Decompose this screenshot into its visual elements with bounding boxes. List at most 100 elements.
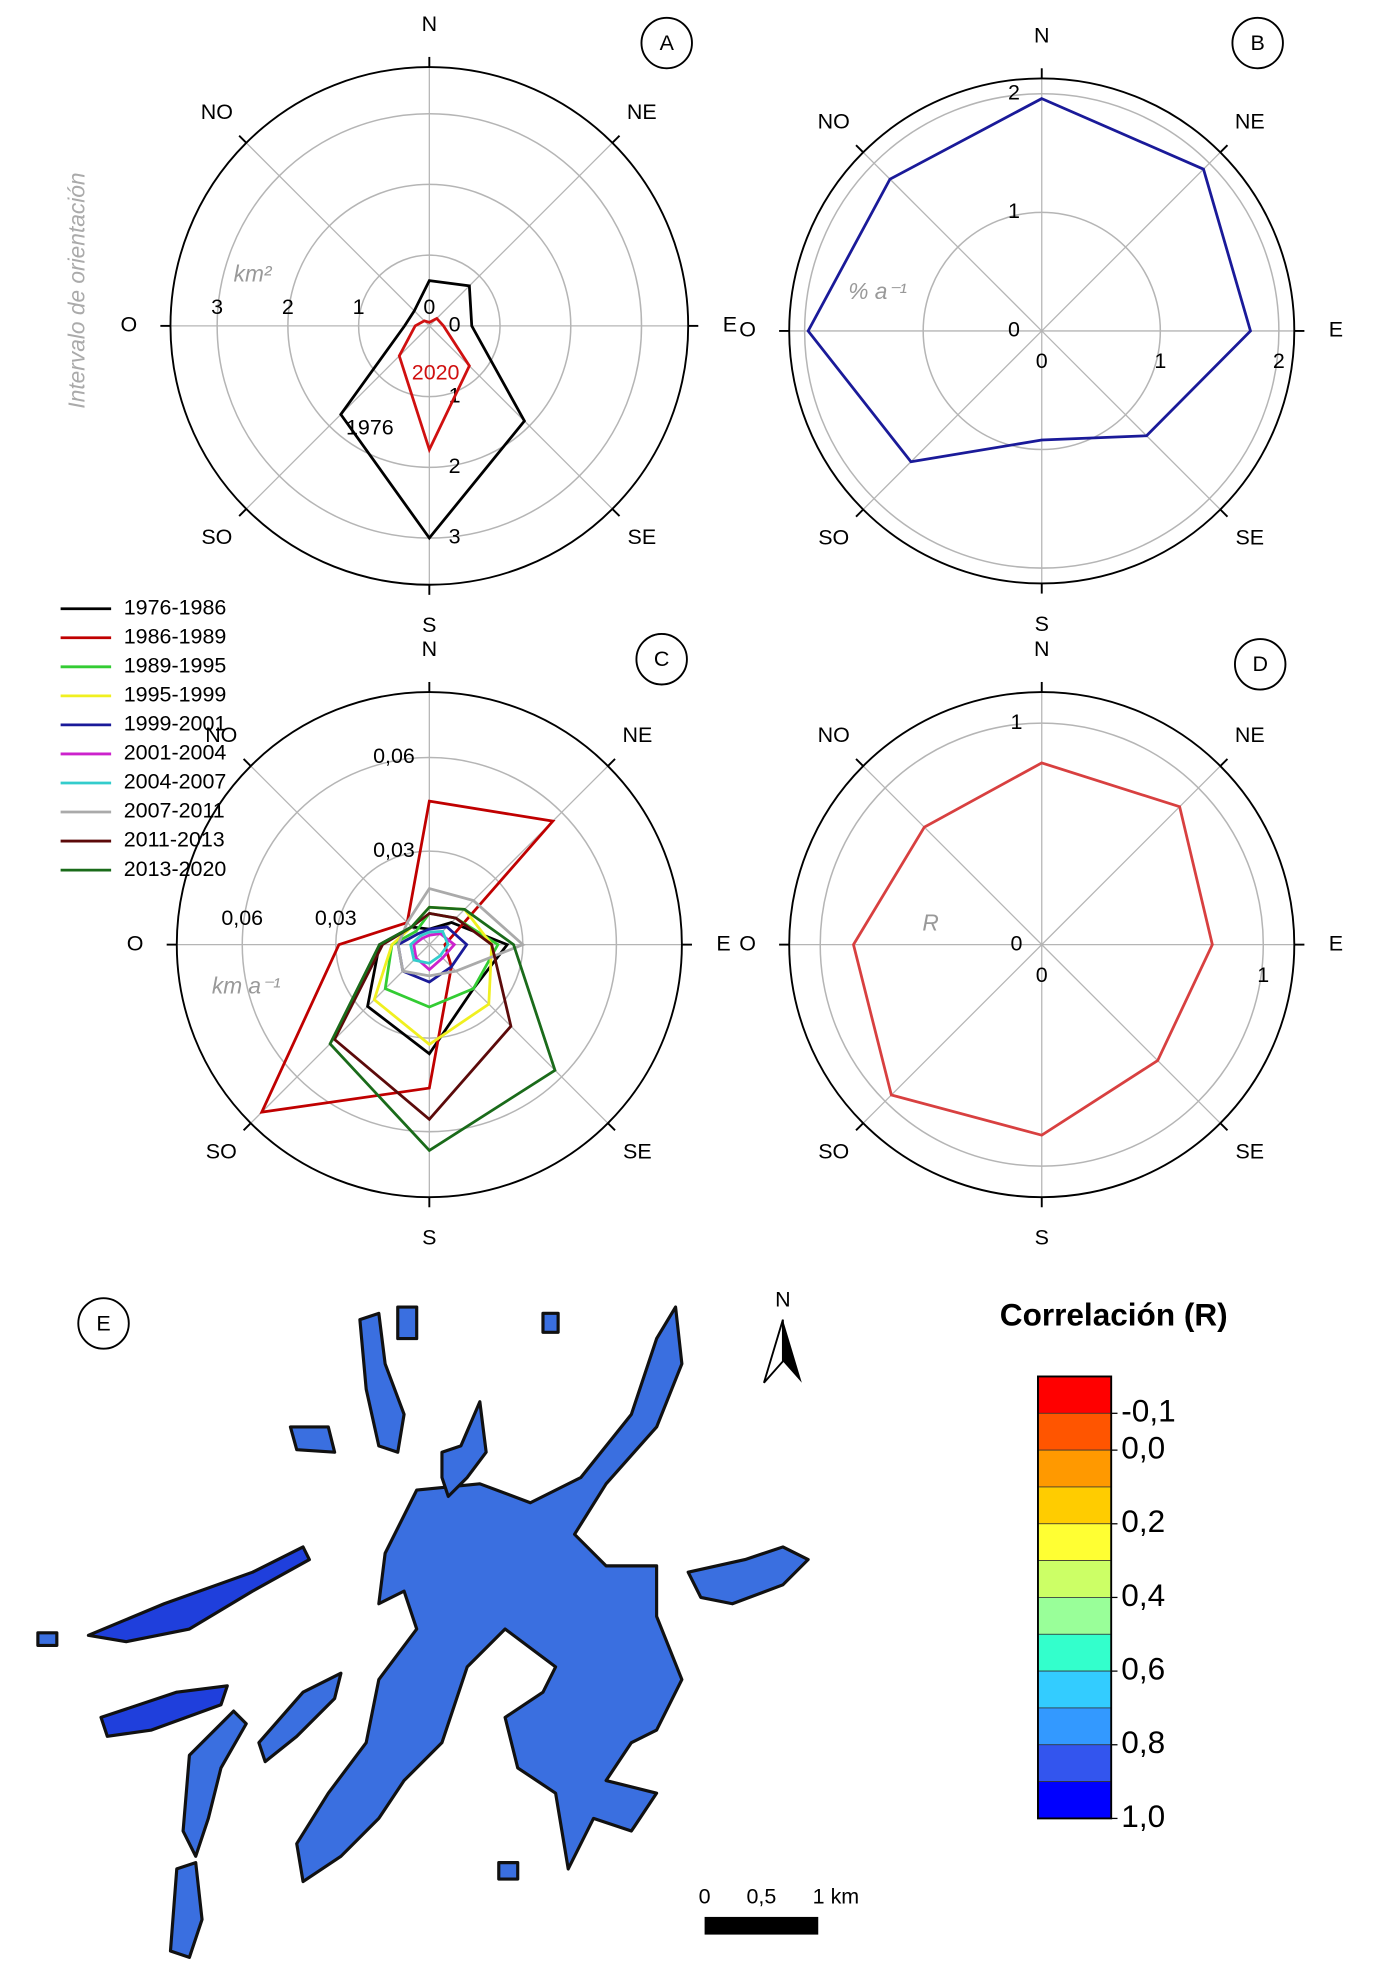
unit-label: km a⁻¹ bbox=[212, 973, 281, 999]
colorbar-tick-label: -0,1 bbox=[1121, 1393, 1175, 1429]
r-tick-label: 1 bbox=[1154, 349, 1166, 373]
direction-label: E bbox=[716, 931, 730, 955]
direction-label: O bbox=[739, 931, 756, 955]
radar-chart: N NE E SE S SO O NO 00 1 1 2 2 B % a⁻¹ bbox=[739, 16, 1343, 636]
direction-label: NE bbox=[1235, 110, 1265, 134]
direction-label: SO bbox=[818, 1139, 849, 1163]
colorbar-box bbox=[1037, 1449, 1112, 1488]
unit-label: % a⁻¹ bbox=[848, 278, 907, 304]
radar-chart: N NE E SE S SO O NO 00 1 1 D R bbox=[739, 637, 1343, 1249]
series-label: 1976 bbox=[346, 416, 394, 440]
series-polygon bbox=[409, 929, 450, 965]
spoke bbox=[1041, 944, 1221, 1124]
direction-label: N bbox=[1034, 23, 1050, 47]
glacier-patch bbox=[686, 1545, 810, 1606]
scale-label: 0 bbox=[699, 1885, 711, 1909]
legend-label: 1986-1989 bbox=[124, 624, 227, 648]
scale-bar bbox=[704, 1916, 819, 1935]
panel-badge bbox=[635, 633, 688, 686]
glacier-patch bbox=[86, 1545, 311, 1644]
r-tick-label: 0,03 bbox=[373, 838, 415, 862]
direction-label: S bbox=[422, 1226, 436, 1250]
series-polygon bbox=[396, 925, 469, 984]
outer-tick bbox=[1219, 508, 1229, 518]
spoke bbox=[1041, 330, 1221, 510]
outer-tick bbox=[855, 758, 864, 767]
glacier-patch bbox=[288, 1425, 337, 1454]
outer-circle bbox=[788, 77, 1296, 585]
outer-circle bbox=[169, 66, 690, 586]
series-polygon bbox=[851, 761, 1214, 1137]
glacier-patch bbox=[36, 1631, 59, 1648]
panel-letter: D bbox=[1252, 652, 1268, 676]
direction-label: NO bbox=[818, 110, 850, 134]
outer-tick bbox=[1219, 758, 1229, 767]
legend-label: 1989-1995 bbox=[124, 653, 227, 677]
colorbar-tick-label: 1,0 bbox=[1121, 1798, 1165, 1834]
colorbar-box bbox=[1037, 1523, 1112, 1561]
map-shapes bbox=[36, 1305, 810, 1959]
colorbar-frame bbox=[1037, 1375, 1113, 1820]
colorbar-box bbox=[1037, 1781, 1112, 1819]
outer-tick bbox=[855, 144, 864, 154]
legend-label: 2007-2011 bbox=[124, 799, 225, 823]
radar-chart: N NE E SE S SO O NO 0,03 0,03 0,06 0,06 Ckm a⁻¹ 1976-… bbox=[60, 595, 731, 1250]
legend-label: 2001-2004 bbox=[124, 741, 227, 765]
outer-circle bbox=[175, 691, 683, 1199]
radar-chart: NNEESESSOONO0011223319762020Akm²Interval… bbox=[63, 12, 737, 637]
glacier-patch bbox=[295, 1305, 684, 1884]
grid-ring bbox=[357, 254, 501, 398]
north-label: N bbox=[775, 1287, 791, 1311]
r-tick-label: 1 bbox=[1011, 710, 1023, 734]
direction-label: NE bbox=[1235, 723, 1265, 747]
direction-label: SE bbox=[1235, 526, 1264, 550]
north-arrow bbox=[763, 1319, 802, 1384]
colorbar-box bbox=[1037, 1486, 1112, 1525]
series-polygon bbox=[259, 799, 556, 1114]
panel-badge bbox=[77, 1297, 130, 1350]
r-tick-label: 2 bbox=[282, 295, 294, 319]
outer-tick bbox=[242, 758, 252, 767]
series-polygon bbox=[372, 905, 494, 1047]
colorbar-tick-label: 0,0 bbox=[1121, 1429, 1165, 1465]
outer-tick bbox=[855, 1122, 864, 1132]
direction-label: SO bbox=[206, 1139, 237, 1163]
outer-tick bbox=[238, 508, 247, 517]
direction-label: S bbox=[1035, 612, 1049, 636]
grid-ring bbox=[922, 211, 1162, 451]
spoke bbox=[862, 765, 1043, 946]
direction-label: SE bbox=[1235, 1139, 1264, 1163]
direction-label: E bbox=[1329, 318, 1343, 342]
outer-tick bbox=[238, 135, 247, 144]
r-tick-label: 2 bbox=[1273, 349, 1285, 373]
series-label: 2020 bbox=[412, 361, 460, 385]
grid-ring bbox=[241, 756, 618, 1133]
colorbar-tick-label: 0,4 bbox=[1121, 1577, 1165, 1613]
unit-label: km² bbox=[234, 260, 273, 286]
outer-tick bbox=[607, 1122, 616, 1132]
colorbar-box bbox=[1037, 1376, 1112, 1414]
direction-label: NE bbox=[627, 100, 657, 124]
glacier-patch bbox=[181, 1709, 248, 1858]
glacier-patch bbox=[541, 1311, 560, 1334]
legend-label: 2013-2020 bbox=[124, 857, 227, 881]
spoke bbox=[245, 142, 430, 327]
series-polygon bbox=[397, 316, 471, 454]
direction-label: O bbox=[127, 931, 144, 955]
colorbar-box bbox=[1037, 1560, 1112, 1598]
r-tick-label: 0 bbox=[1036, 349, 1048, 373]
direction-label: SE bbox=[623, 1139, 652, 1163]
spoke bbox=[1041, 765, 1221, 946]
direction-label: NE bbox=[622, 723, 652, 747]
direction-label: E bbox=[723, 313, 737, 337]
r-tick-label: 3 bbox=[211, 295, 223, 319]
colorbar-box bbox=[1037, 1597, 1112, 1635]
r-tick-label: 0,06 bbox=[373, 744, 415, 768]
panel-badge bbox=[640, 16, 693, 70]
outer-circle bbox=[788, 691, 1296, 1199]
spoke bbox=[862, 330, 1043, 510]
direction-label: O bbox=[120, 313, 137, 337]
r-tick-label: 0 bbox=[423, 295, 435, 319]
spoke bbox=[428, 142, 613, 327]
